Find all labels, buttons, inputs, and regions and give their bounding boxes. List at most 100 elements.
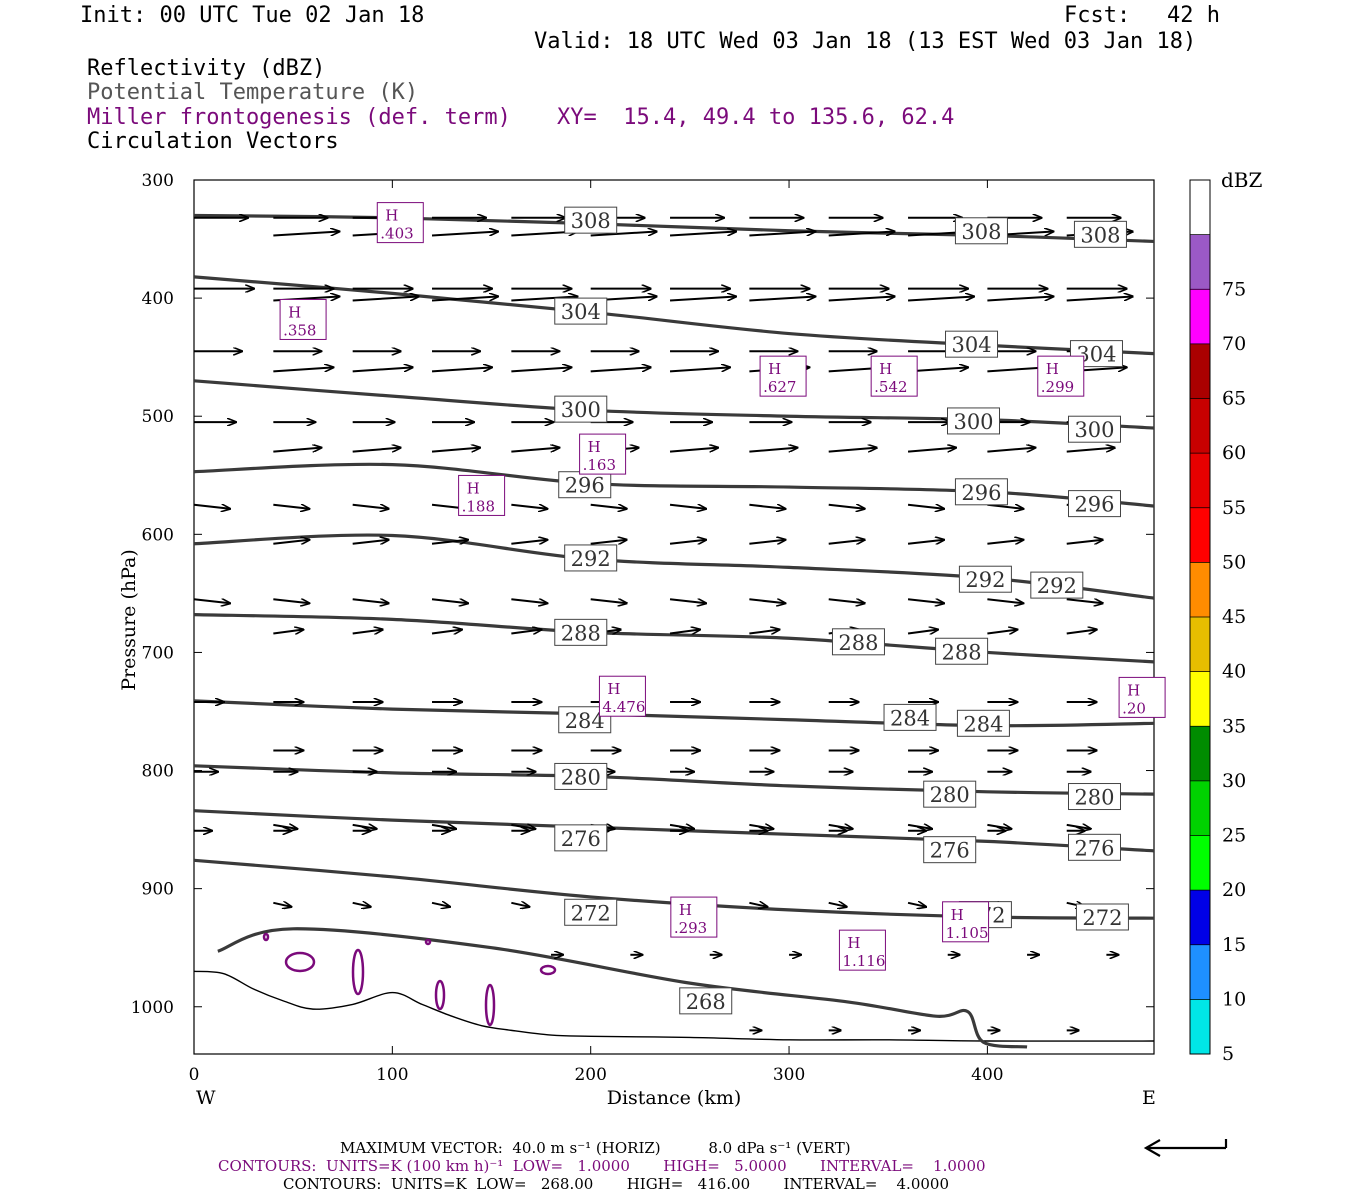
theta-label-box <box>935 637 989 665</box>
theta-label-text: 276 <box>930 839 970 863</box>
circulation-vector <box>431 448 480 453</box>
colorbar-tick-45: 45 <box>1222 606 1246 628</box>
circulation-vector <box>987 448 1035 453</box>
circulation-vector <box>749 540 785 545</box>
frontogenesis-contour <box>434 979 446 1011</box>
colorbar-swatch-60 <box>1190 398 1210 454</box>
circulation-vector <box>749 232 815 237</box>
theta-label-text: 304 <box>951 333 991 357</box>
max-value: .188 <box>462 497 495 515</box>
valid-time: Valid: 18 UTC Wed 03 Jan 18 (13 EST Wed … <box>534 29 1197 54</box>
theta-label-text: 284 <box>890 706 930 730</box>
max-box <box>579 433 627 475</box>
circulation-vector <box>907 825 932 829</box>
theta-label-box <box>564 898 618 926</box>
circulation-vector <box>273 598 309 603</box>
east-label: E <box>1142 1087 1156 1109</box>
frontogenesis-contour <box>424 938 432 946</box>
circulation-vector <box>511 540 547 545</box>
theta-label: 272 <box>564 898 618 926</box>
theta-label: 308 <box>1073 220 1127 248</box>
theta-label: 284 <box>558 706 612 734</box>
frontogenesis-contour <box>351 948 365 996</box>
frontogenesis-max: H.627 <box>759 355 807 397</box>
theta-label-text: 292 <box>965 568 1005 592</box>
circulation-vector <box>669 232 736 237</box>
max-box <box>759 355 807 397</box>
theta-label-box <box>1073 220 1127 248</box>
max-label: H <box>385 207 398 225</box>
theta-label-box <box>554 824 608 852</box>
max-box <box>670 896 718 938</box>
forecast-label: Fcst: <box>1064 3 1131 28</box>
circulation-vector <box>669 296 736 302</box>
theta-label-text: 296 <box>961 481 1001 505</box>
max-box <box>598 675 646 717</box>
colorbar-tick-50: 50 <box>1222 551 1246 573</box>
max-box <box>942 901 990 943</box>
theta-label: 272 <box>1075 903 1129 931</box>
theta-label-box <box>958 565 1012 593</box>
theta-label: 308 <box>954 217 1008 245</box>
circulation-vector <box>1066 448 1115 453</box>
theta-label: 280 <box>1067 783 1121 811</box>
theta-label-box <box>564 544 618 572</box>
init-time: Init: 00 UTC Tue 02 Jan 18 <box>80 3 425 28</box>
theta-label: 276 <box>923 836 977 864</box>
theta-label-box <box>554 762 608 790</box>
max-label: H <box>879 360 892 378</box>
theta-label-text: 308 <box>571 209 611 233</box>
theta-label: 300 <box>1067 415 1121 443</box>
theta-label-text: 280 <box>1074 786 1114 810</box>
circulation-vector <box>987 296 1053 302</box>
colorbar-tick-25: 25 <box>1222 825 1246 847</box>
theta-label-text: 292 <box>571 547 611 571</box>
theta-label-box <box>1067 415 1121 443</box>
circulation-vector <box>749 598 785 603</box>
colorbar-tick-75: 75 <box>1222 278 1246 300</box>
circulation-vector <box>669 503 706 509</box>
theta-label-text: 308 <box>961 220 1001 244</box>
circulation-vector <box>352 598 389 603</box>
colorbar-top-blank <box>1190 180 1210 235</box>
circulation-vector <box>669 540 706 545</box>
plot-frame <box>193 179 1155 1055</box>
colorbar-tick-35: 35 <box>1222 715 1246 737</box>
theta-contour-284 <box>193 699 1155 728</box>
colorbar-swatch-45 <box>1190 562 1210 617</box>
max-box <box>376 202 424 244</box>
y-tick-label: 1000 <box>131 998 174 1018</box>
colorbar-tick-15: 15 <box>1222 934 1246 956</box>
colorbar-tick-30: 30 <box>1222 770 1246 792</box>
circulation-vector <box>987 598 1023 603</box>
circulation-vector <box>352 448 401 453</box>
theta-label-box <box>956 709 1010 737</box>
circulation-vector <box>907 367 968 373</box>
circulation-vector <box>431 825 456 829</box>
max-label: H <box>467 479 480 497</box>
theta-label: 284 <box>956 709 1010 737</box>
theta-label-box <box>554 618 608 646</box>
theta-label-text: 300 <box>953 410 993 434</box>
circulation-vector <box>273 540 309 545</box>
circulation-vector <box>907 903 926 907</box>
circulation-vector <box>352 296 419 302</box>
legend-reflectivity: Reflectivity (dBZ) <box>87 56 326 81</box>
colorbar-swatch-55 <box>1190 453 1210 508</box>
colorbar-swatch-35 <box>1190 671 1210 727</box>
theta-label: 268 <box>679 987 733 1015</box>
theta-contour-268 <box>217 927 1028 1049</box>
colorbar-swatch-5 <box>1190 999 1210 1054</box>
theta-label: 288 <box>935 637 989 665</box>
y-tick-label: 800 <box>142 762 174 782</box>
circulation-vector <box>273 503 309 509</box>
theta-label: 296 <box>1067 490 1121 518</box>
legend-vectors: Circulation Vectors <box>87 129 339 154</box>
circulation-vector <box>431 232 498 237</box>
circulation-vector <box>273 903 291 907</box>
circulation-vector <box>431 367 492 373</box>
circulation-vector <box>511 448 559 453</box>
theta-label: 280 <box>554 762 608 790</box>
circulation-vector <box>669 598 706 603</box>
theta-label: 280 <box>923 780 977 808</box>
